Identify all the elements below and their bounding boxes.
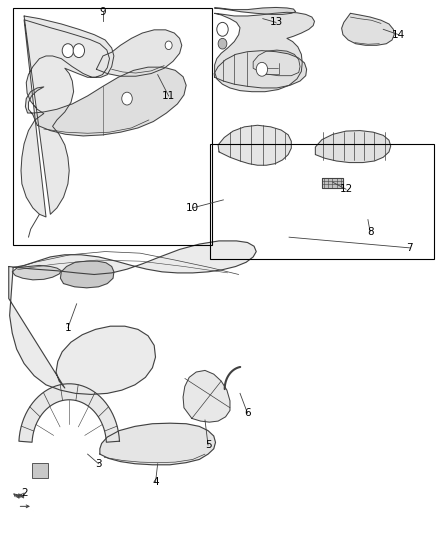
- Polygon shape: [315, 131, 391, 163]
- Polygon shape: [96, 30, 182, 76]
- Text: 7: 7: [406, 243, 413, 253]
- Bar: [210, 144, 434, 259]
- Text: 6: 6: [244, 408, 251, 418]
- Polygon shape: [342, 13, 394, 45]
- Polygon shape: [9, 241, 256, 394]
- Polygon shape: [218, 125, 291, 165]
- Bar: [32, 463, 48, 478]
- Text: 11: 11: [162, 91, 175, 101]
- Polygon shape: [322, 178, 343, 188]
- Polygon shape: [253, 50, 300, 76]
- Text: 5: 5: [205, 440, 212, 450]
- Circle shape: [73, 44, 85, 58]
- Text: 8: 8: [367, 227, 374, 237]
- Text: 1: 1: [64, 323, 71, 333]
- Bar: [13, 8, 212, 245]
- Polygon shape: [183, 370, 230, 422]
- Polygon shape: [19, 384, 120, 442]
- Polygon shape: [12, 265, 61, 280]
- Circle shape: [122, 92, 132, 105]
- Circle shape: [218, 38, 227, 49]
- Circle shape: [256, 62, 268, 76]
- Text: 3: 3: [95, 459, 102, 469]
- Text: 4: 4: [152, 478, 159, 487]
- Text: 10: 10: [186, 203, 199, 213]
- Text: 13: 13: [269, 18, 283, 27]
- Polygon shape: [21, 16, 114, 217]
- Polygon shape: [215, 12, 314, 92]
- Text: 14: 14: [392, 30, 405, 39]
- Circle shape: [217, 22, 228, 36]
- Polygon shape: [215, 7, 296, 14]
- Polygon shape: [214, 51, 307, 88]
- Text: 12: 12: [339, 184, 353, 194]
- Circle shape: [165, 41, 172, 50]
- Text: 9: 9: [99, 7, 106, 17]
- Polygon shape: [60, 261, 114, 288]
- Text: 2: 2: [21, 488, 28, 498]
- Circle shape: [62, 44, 74, 58]
- Polygon shape: [100, 423, 215, 465]
- Polygon shape: [25, 67, 186, 136]
